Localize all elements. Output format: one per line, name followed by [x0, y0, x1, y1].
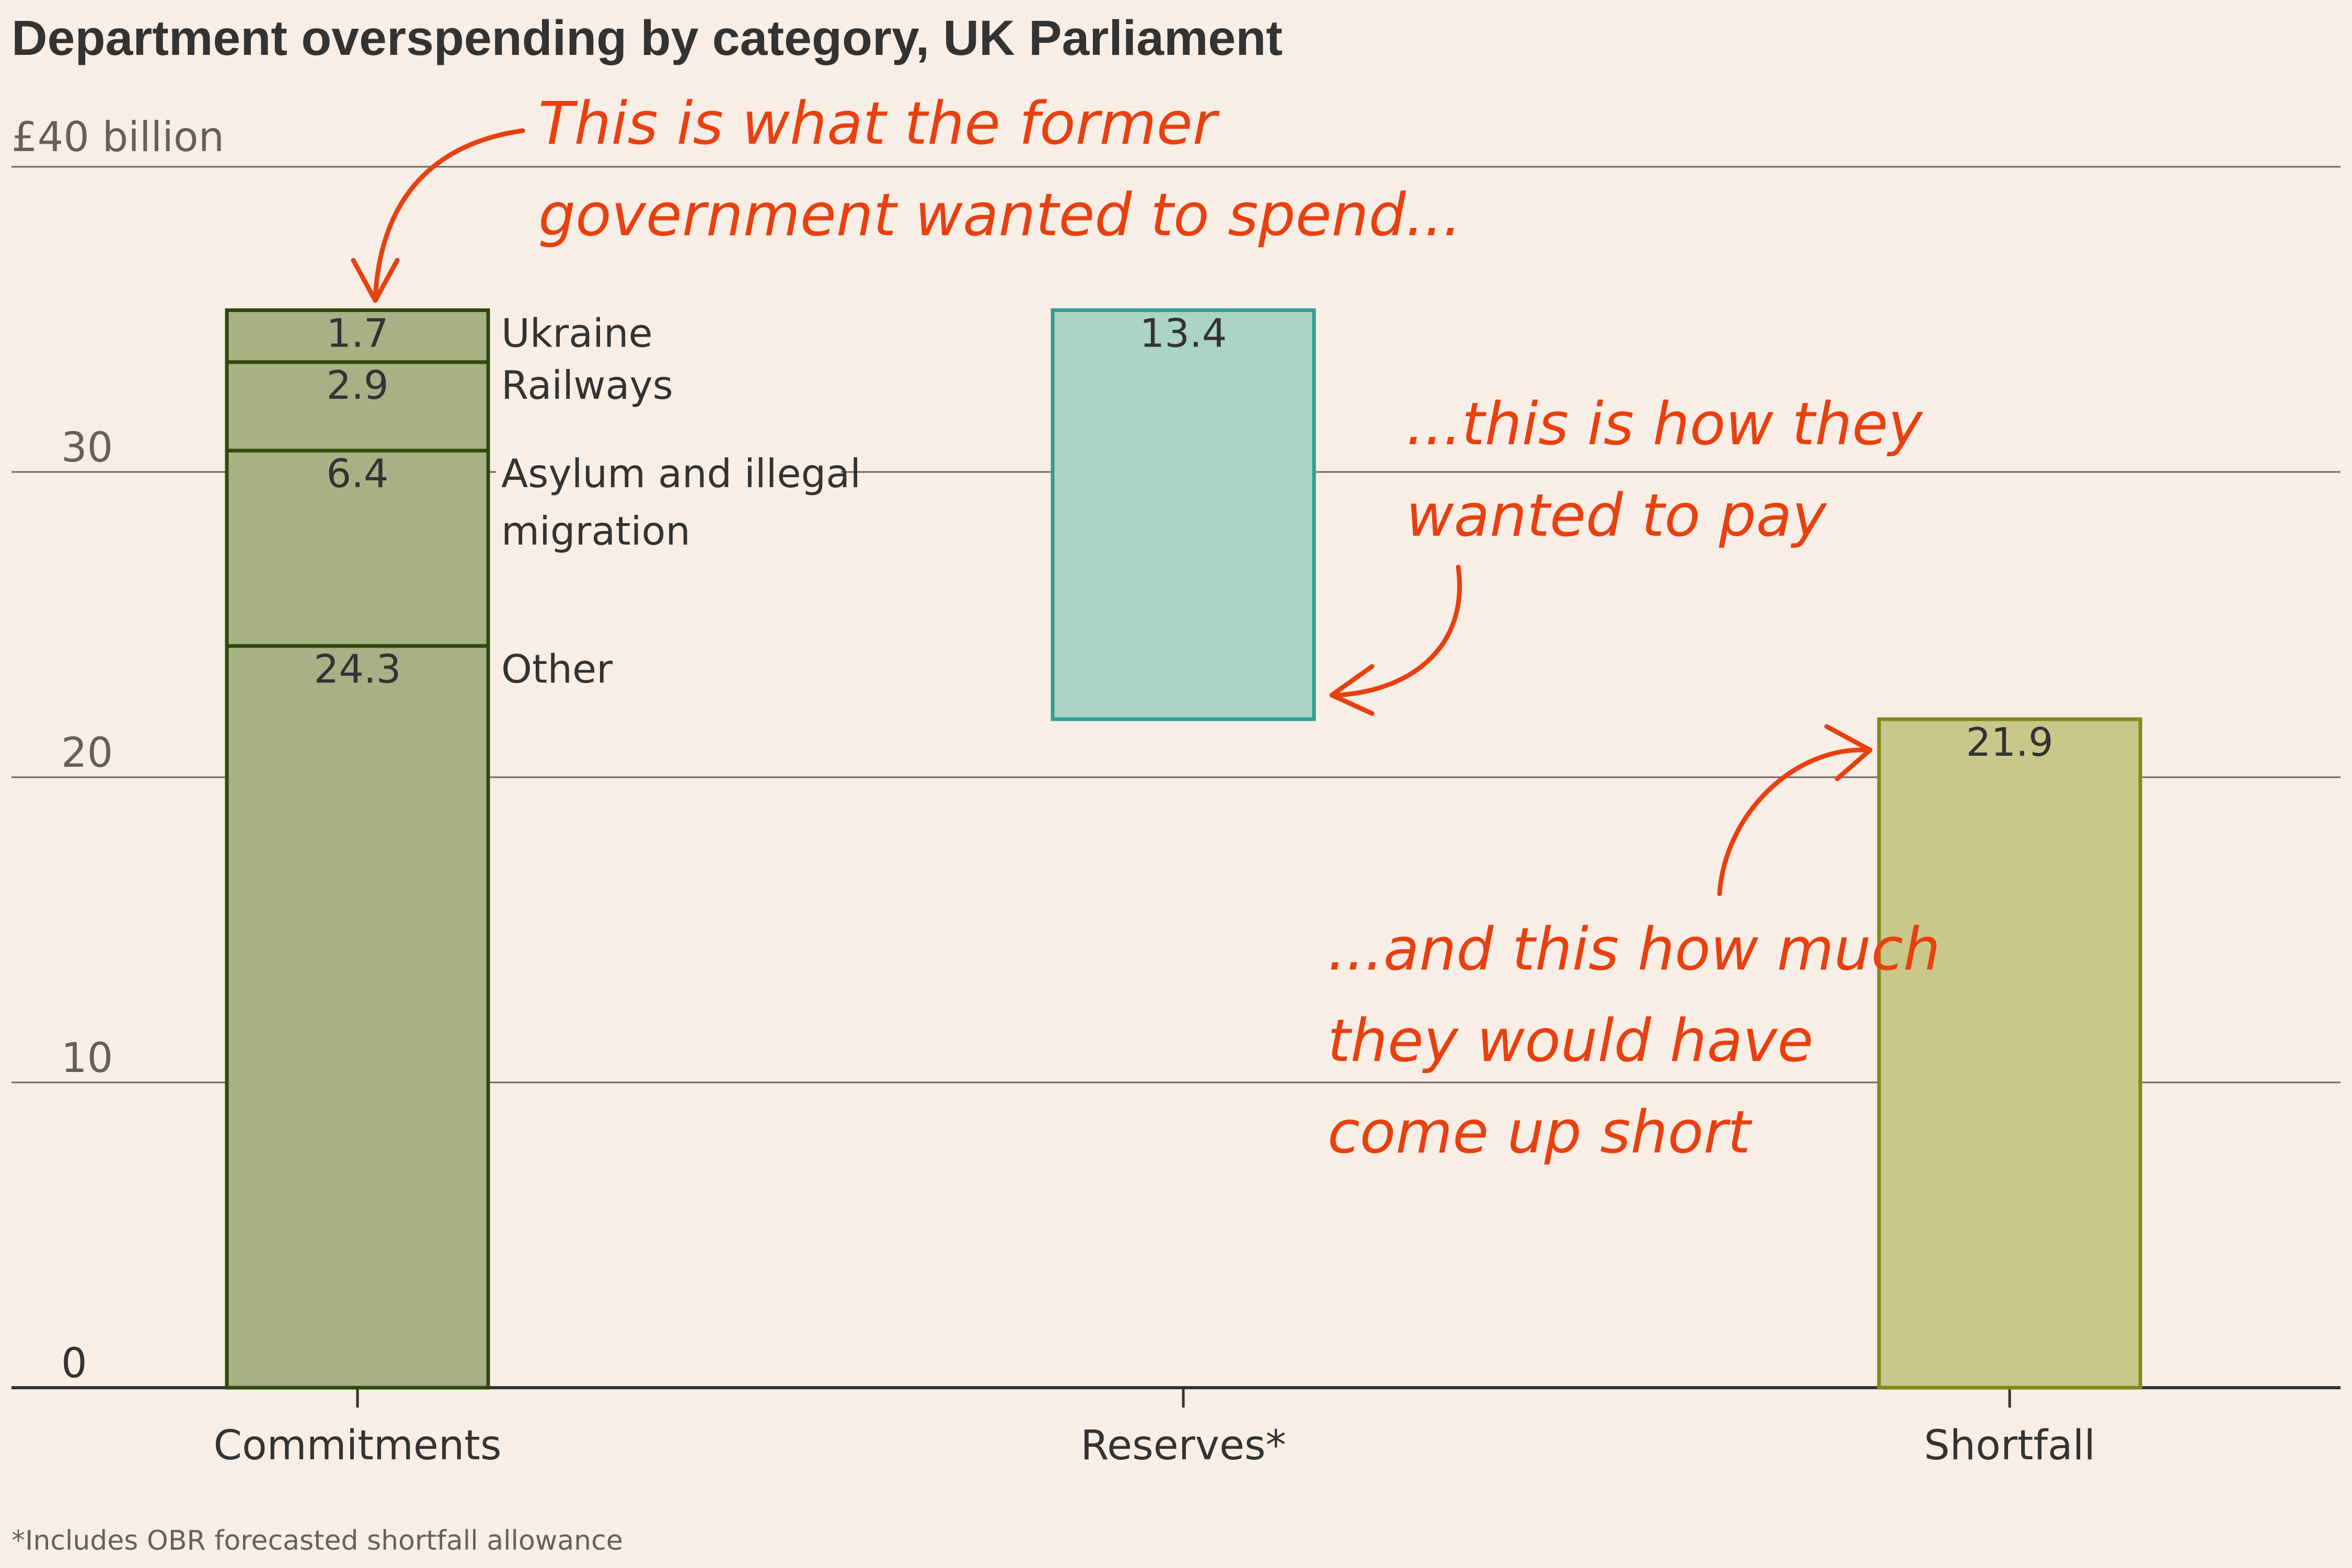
annotation-arrow-short-head	[1824, 724, 1873, 781]
annotation-arrow-pay	[1335, 564, 1462, 698]
y-tick-label: 0	[61, 1340, 87, 1387]
bar-segment-commitments-0	[225, 644, 490, 1390]
annotations: This is what the former government wanted…	[351, 90, 1940, 1167]
annotation-text: they would have	[1328, 1007, 1813, 1075]
annotation-text: This is what the former	[538, 90, 1220, 158]
bar-segment-commitments-3	[225, 308, 490, 364]
category-label: Shortfall	[1924, 1422, 2095, 1469]
bar-segment-commitments-2	[225, 360, 490, 453]
value-label: 6.4	[326, 451, 388, 497]
value-label: 13.4	[1140, 310, 1227, 356]
bars	[225, 308, 2142, 1390]
y-unit-label: £40 billion	[11, 114, 224, 161]
bar-segment-commitments-1	[225, 448, 490, 648]
y-tick-label: 20	[61, 730, 113, 777]
annotation-text: wanted to pay	[1406, 482, 1828, 550]
annotation-arrow-pay-head	[1329, 664, 1375, 716]
y-tick-label: 10	[61, 1035, 113, 1082]
segment-name-label: Other	[501, 646, 613, 692]
category-label: Commitments	[213, 1422, 501, 1469]
annotation-text: government wanted to spend...	[538, 181, 1461, 249]
y-tick-label: 30	[61, 424, 113, 471]
label-backdrop	[496, 453, 841, 498]
segment-name-label: Ukraine	[501, 310, 653, 356]
bar-segment-reserves-0	[1051, 308, 1316, 721]
footnote: *Includes OBR forecasted shortfall allow…	[11, 1525, 623, 1557]
labels: 24.3 6.4 2.9 1.7 Commitments 13.4 Reserves* 21.…	[213, 310, 2095, 1469]
segment-name-label: migration	[501, 508, 690, 554]
annotation-arrow-spend	[373, 128, 525, 301]
annotation-text: come up short	[1328, 1099, 1753, 1167]
annotation-arrow-spend-head	[351, 258, 400, 303]
annotation-arrow-short	[1717, 747, 1869, 896]
bar-segment-shortfall-0	[1877, 717, 2142, 1390]
value-label: 2.9	[326, 362, 388, 408]
value-label: 1.7	[326, 310, 388, 356]
value-label: 21.9	[1966, 719, 2054, 765]
value-label: 24.3	[314, 646, 401, 692]
annotation-text: ...this is how they	[1406, 390, 1923, 458]
annotation-text: ...and this how much	[1328, 916, 1940, 984]
chart-title: Department overspending by category, UK …	[11, 10, 1283, 66]
category-label: Reserves*	[1080, 1422, 1286, 1469]
segment-name-label: Asylum and illegal	[501, 451, 861, 497]
segment-name-label: Railways	[501, 362, 673, 408]
